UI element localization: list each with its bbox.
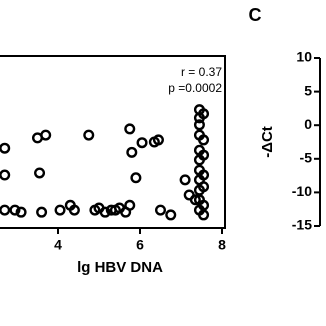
data-point	[0, 169, 11, 181]
x-tick-label: 8	[218, 237, 226, 253]
data-point	[126, 146, 138, 158]
y-tick-label: -5	[300, 150, 313, 166]
data-point	[0, 142, 11, 154]
data-point	[54, 204, 66, 216]
data-point	[198, 134, 210, 146]
data-point	[124, 123, 136, 135]
data-point	[124, 199, 136, 211]
data-point	[152, 134, 164, 146]
y-tick-label: 10	[296, 49, 312, 65]
y-tick-label: -10	[292, 183, 312, 199]
data-point	[9, 204, 21, 216]
data-point	[99, 206, 111, 218]
y-tick-label: 0	[304, 116, 312, 132]
data-point	[165, 209, 177, 221]
data-point	[36, 206, 48, 218]
data-point	[40, 129, 52, 141]
data-point	[68, 204, 80, 216]
data-point	[130, 172, 142, 184]
plot-frame	[0, 55, 226, 229]
data-point	[198, 209, 210, 221]
data-point	[179, 174, 191, 186]
data-point	[198, 169, 210, 181]
data-point	[154, 204, 166, 216]
data-point	[198, 108, 210, 120]
data-point	[198, 181, 210, 193]
data-point	[136, 137, 148, 149]
annotation: p =0.0002	[168, 81, 222, 95]
x-tick-label: 6	[136, 237, 144, 253]
x-axis-label: lg HBV DNA	[77, 259, 163, 276]
x-tick-label: 4	[54, 237, 62, 253]
annotation: r = 0.37	[181, 65, 222, 79]
data-point	[15, 206, 27, 218]
panel-label: C	[249, 5, 262, 25]
data-point	[189, 194, 201, 206]
data-point	[83, 129, 95, 141]
data-point	[193, 119, 205, 131]
y-tick-label: 5	[304, 82, 312, 98]
data-point	[198, 149, 210, 161]
y-axis-label: -ΔCt	[259, 126, 276, 158]
data-point	[34, 167, 46, 179]
y-tick-label: -15	[292, 217, 312, 233]
data-point	[0, 204, 11, 216]
